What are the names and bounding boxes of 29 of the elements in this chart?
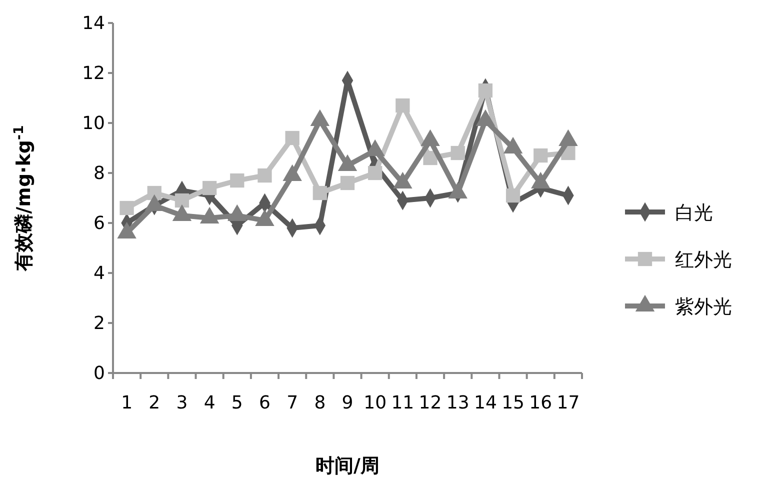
x-tick-label: 15 (502, 392, 524, 414)
x-tick-label: 2 (148, 392, 160, 414)
x-tick-label: 17 (556, 392, 580, 414)
legend-label: 白光 (675, 202, 713, 224)
x-tick-label: 10 (364, 392, 387, 414)
y-tick-label: 4 (94, 262, 105, 284)
x-tick-label: 9 (342, 392, 354, 414)
y-tick-label: 8 (94, 162, 105, 184)
x-tick-label: 3 (176, 392, 188, 414)
x-tick-label: 6 (259, 392, 270, 414)
y-tick-label: 0 (94, 362, 105, 384)
x-tick-label: 8 (314, 392, 326, 414)
x-tick-label: 1 (121, 392, 133, 414)
x-tick-label: 5 (231, 392, 243, 414)
y-tick-label: 14 (82, 12, 105, 34)
x-tick-label: 13 (446, 392, 470, 414)
legend-label: 紫外光 (675, 296, 732, 318)
x-tick-label: 4 (204, 392, 216, 414)
x-tick-label: 11 (391, 392, 414, 414)
y-tick-label: 6 (94, 212, 105, 234)
x-tick-label: 14 (474, 392, 497, 414)
x-tick-label: 12 (418, 392, 442, 414)
y-tick-label: 12 (82, 62, 105, 84)
x-tick-label: 7 (286, 392, 298, 414)
x-axis-title: 时间/周 (316, 455, 380, 477)
legend-label: 红外光 (675, 249, 732, 271)
y-tick-label: 2 (94, 312, 105, 334)
x-tick-label: 16 (529, 392, 552, 414)
y-tick-label: 10 (82, 112, 105, 134)
